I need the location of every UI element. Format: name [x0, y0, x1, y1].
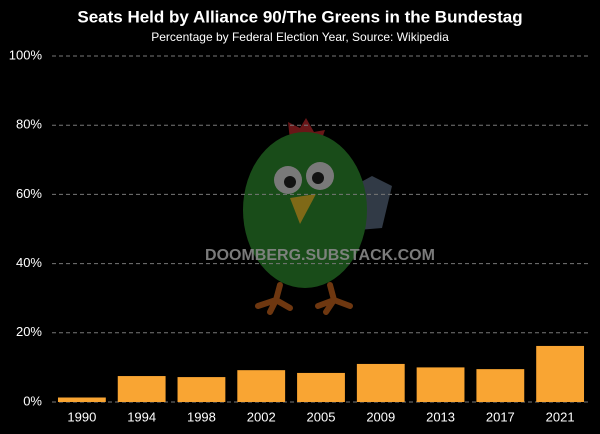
- x-tick-label: 2005: [307, 409, 336, 424]
- chart-subtitle: Percentage by Federal Election Year, Sou…: [151, 30, 449, 44]
- y-tick-label: 40%: [16, 255, 42, 270]
- bar: [416, 367, 465, 402]
- mascot: [243, 118, 392, 315]
- y-tick-label: 60%: [16, 186, 42, 201]
- y-tick-label: 0%: [23, 393, 42, 408]
- x-tick-label: 2017: [486, 409, 515, 424]
- bar: [476, 369, 525, 402]
- bar: [297, 372, 345, 402]
- bar: [117, 376, 166, 402]
- x-tick-label: 1998: [187, 409, 216, 424]
- x-tick-label: 2009: [366, 409, 395, 424]
- x-tick-label: 2021: [546, 409, 575, 424]
- bar: [536, 345, 585, 402]
- bar: [356, 363, 405, 402]
- bar: [237, 370, 286, 402]
- y-tick-label: 100%: [9, 47, 43, 62]
- watermark: DOOMBERG.SUBSTACK.COM: [205, 247, 435, 264]
- x-tick-label: 1994: [127, 409, 156, 424]
- y-tick-label: 80%: [16, 117, 42, 132]
- x-tick-label: 1990: [67, 409, 96, 424]
- bar: [57, 397, 106, 402]
- chart-title: Seats Held by Alliance 90/The Greens in …: [77, 7, 522, 26]
- y-tick-label: 20%: [16, 324, 42, 339]
- x-tick-label: 2002: [247, 409, 276, 424]
- x-tick-label: 2013: [426, 409, 455, 424]
- bar: [177, 377, 226, 402]
